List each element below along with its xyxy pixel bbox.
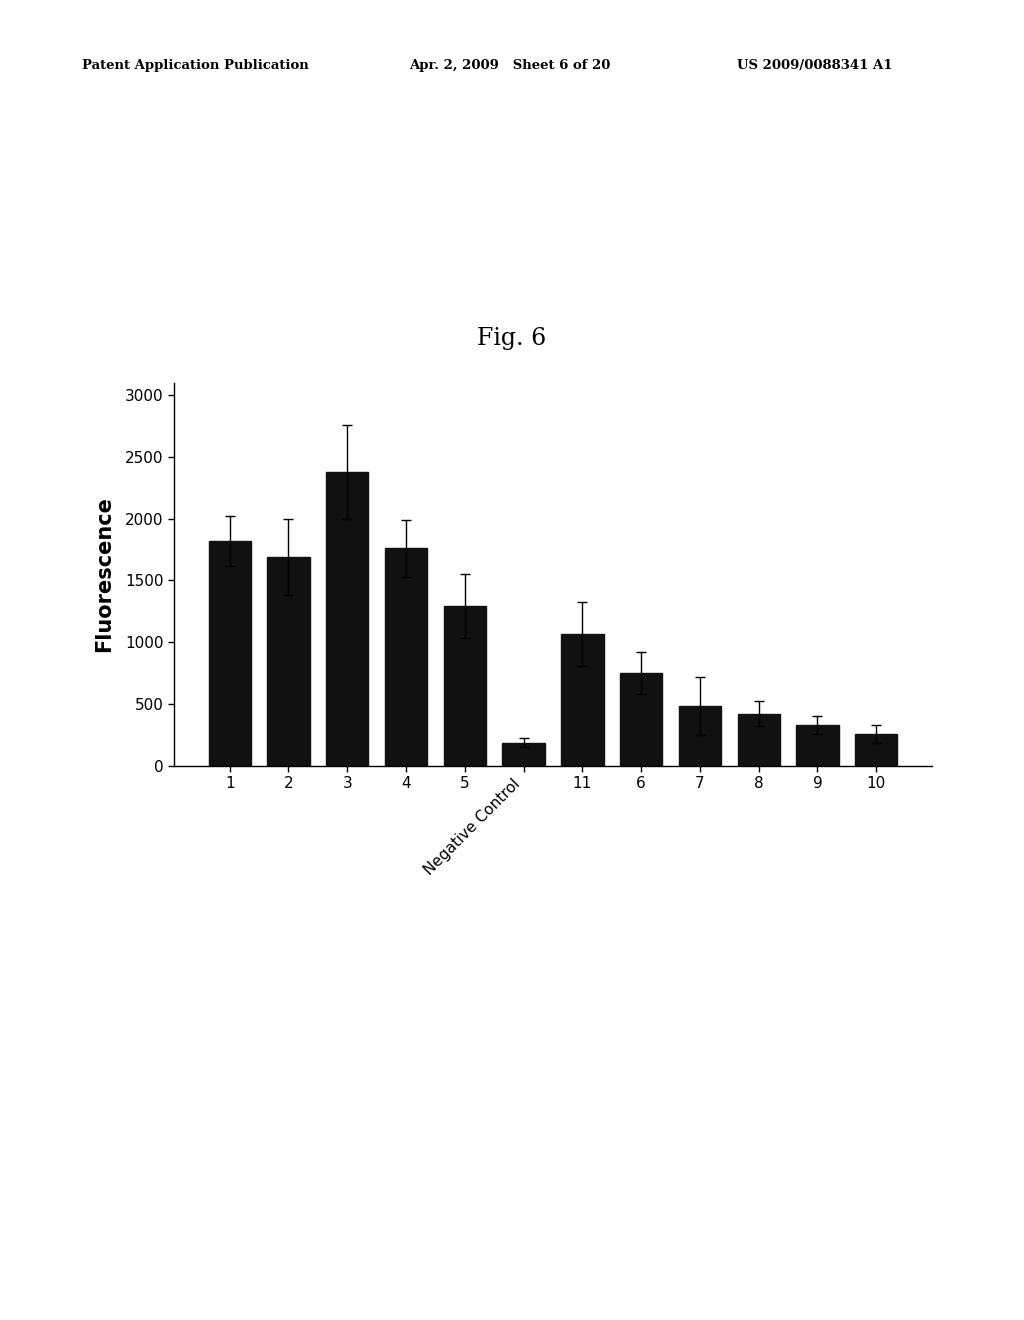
Bar [737,714,780,766]
Text: US 2009/0088341 A1: US 2009/0088341 A1 [737,59,893,73]
Bar [679,706,721,766]
Bar [620,673,663,766]
Bar [503,743,545,766]
Bar [561,634,603,766]
Text: Fig. 6: Fig. 6 [477,327,547,350]
Bar [326,471,369,766]
Bar [267,557,309,766]
Bar [385,548,427,766]
Text: Patent Application Publication: Patent Application Publication [82,59,308,73]
Bar [855,734,897,766]
Bar [797,725,839,766]
Text: Apr. 2, 2009   Sheet 6 of 20: Apr. 2, 2009 Sheet 6 of 20 [410,59,611,73]
Bar [443,606,486,766]
Y-axis label: Fluorescence: Fluorescence [94,496,114,652]
Bar [209,541,251,766]
